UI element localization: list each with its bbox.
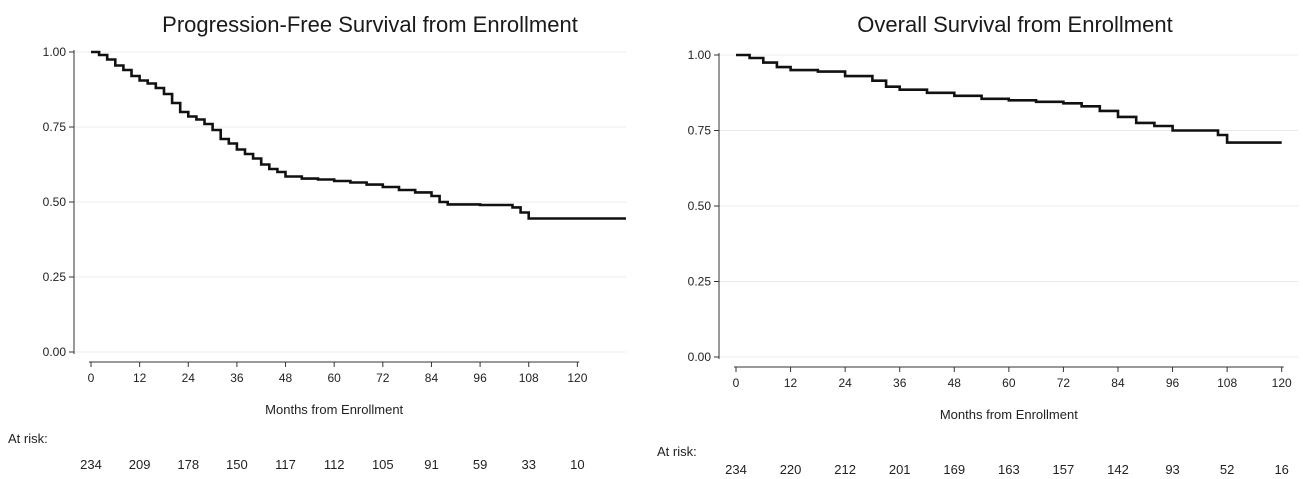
chart2-x-tick-label: 60 [1002, 376, 1016, 390]
chart1-at-risk-count: 112 [324, 457, 345, 472]
chart1-x-tick-label: 60 [328, 371, 342, 385]
chart1-y-tick-label: 0.00 [43, 345, 67, 359]
chart2-x-tick-label: 120 [1272, 376, 1292, 390]
chart1-y-tick-label: 0.50 [43, 195, 67, 209]
chart1-at-risk-count: 91 [424, 457, 438, 472]
chart1-at-risk-label: At risk: [8, 431, 48, 446]
chart1-at-risk-count: 33 [521, 457, 535, 472]
chart1-at-risk-count: 150 [226, 457, 248, 472]
chart2-at-risk-count: 93 [1165, 462, 1179, 477]
chart2-at-risk-count: 142 [1107, 462, 1129, 477]
chart1-y-tick-label: 0.25 [43, 270, 67, 284]
chart2-x-tick-label: 84 [1111, 376, 1125, 390]
chart2-x-tick-label: 36 [893, 376, 907, 390]
chart2-at-risk-count: 16 [1274, 462, 1288, 477]
chart2-at-risk-count: 220 [780, 462, 802, 477]
chart1-x-tick-label: 24 [182, 371, 196, 385]
chart2-title: Overall Survival from Enrollment [857, 12, 1172, 37]
chart1-at-risk-count: 178 [177, 457, 199, 472]
chart2-y-tick-label: 0.25 [688, 275, 712, 289]
chart2-x-tick-label: 72 [1057, 376, 1071, 390]
chart1-at-risk-count: 59 [473, 457, 487, 472]
chart2-x-tick-label: 48 [948, 376, 962, 390]
chart2-y-tick-label: 0.50 [688, 199, 712, 213]
chart1-at-risk-count: 10 [570, 457, 584, 472]
chart2-survival-curve [736, 53, 1282, 144]
chart2-x-tick-label: 96 [1166, 376, 1180, 390]
chart1-x-tick-label: 96 [473, 371, 487, 385]
chart2-at-risk-count: 52 [1220, 462, 1234, 477]
chart1-x-tick-label: 108 [519, 371, 539, 385]
chart2-x-tick-label: 24 [838, 376, 852, 390]
chart2-at-risk-count: 234 [725, 462, 747, 477]
chart2-at-risk-count: 163 [998, 462, 1020, 477]
chart2-at-risk-count: 157 [1053, 462, 1075, 477]
chart1-title: Progression-Free Survival from Enrollmen… [162, 12, 578, 37]
chart2-y-tick-label: 1.00 [688, 48, 712, 62]
chart1-x-tick-label: 0 [88, 371, 95, 385]
chart2-x-tick-label: 0 [733, 376, 740, 390]
chart1-x-tick-label: 84 [425, 371, 439, 385]
chart2-y-tick-label: 0.00 [688, 350, 712, 364]
chart1-at-risk-count: 209 [129, 457, 151, 472]
chart2-at-risk-count: 169 [943, 462, 965, 477]
chart1-x-tick-label: 36 [230, 371, 244, 385]
chart2-at-risk-label: At risk: [657, 444, 697, 459]
chart2-y-tick-label: 0.75 [688, 124, 712, 138]
chart1-x-tick-label: 72 [376, 371, 390, 385]
chart1-x-tick-label: 48 [279, 371, 293, 385]
chart1-y-tick-label: 0.75 [43, 120, 67, 134]
chart1-y-tick-label: 1.00 [43, 45, 67, 59]
chart2-x-tick-label: 12 [784, 376, 798, 390]
chart1-x-tick-label: 120 [567, 371, 587, 385]
chart1-at-risk-count: 105 [372, 457, 394, 472]
chart1-at-risk-count: 234 [80, 457, 102, 472]
chart1-at-risk-count: 117 [275, 457, 296, 472]
chart1-x-tick-label: 12 [133, 371, 147, 385]
chart2-x-tick-label: 108 [1217, 376, 1237, 390]
chart2-at-risk-count: 201 [889, 462, 911, 477]
chart1-survival-curve [91, 50, 626, 220]
chart2-x-axis-label: Months from Enrollment [940, 407, 1078, 422]
chart1-x-axis-label: Months from Enrollment [265, 402, 403, 417]
chart2-at-risk-count: 212 [834, 462, 856, 477]
